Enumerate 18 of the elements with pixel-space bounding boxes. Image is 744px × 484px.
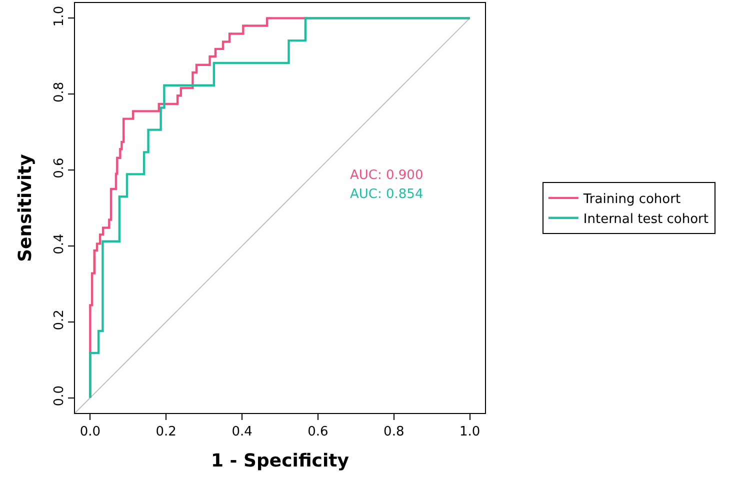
x-tick-label: 1.0 xyxy=(459,424,480,440)
x-axis-title: 1 - Specificity xyxy=(211,450,350,472)
x-tick-label: 0.0 xyxy=(80,424,101,440)
annotation: AUC: 0.900 xyxy=(350,168,424,183)
y-tick-label: 1.0 xyxy=(52,6,67,27)
y-tick-label: 0.8 xyxy=(52,82,67,103)
legend-label: Internal test cohort xyxy=(583,212,708,227)
y-tick-label: 0.0 xyxy=(52,386,67,406)
annotation: AUC: 0.854 xyxy=(350,187,424,202)
y-tick-label: 0.2 xyxy=(52,310,67,330)
x-tick-label: 0.2 xyxy=(156,424,176,440)
x-tick-label: 0.4 xyxy=(232,424,252,440)
x-tick-label: 0.8 xyxy=(384,424,404,440)
legend-label: Training cohort xyxy=(582,192,681,208)
y-tick-label: 0.4 xyxy=(52,234,67,254)
x-tick-label: 0.6 xyxy=(308,424,328,440)
y-axis-title: Sensitivity xyxy=(15,154,36,262)
y-tick-label: 0.6 xyxy=(52,158,67,178)
